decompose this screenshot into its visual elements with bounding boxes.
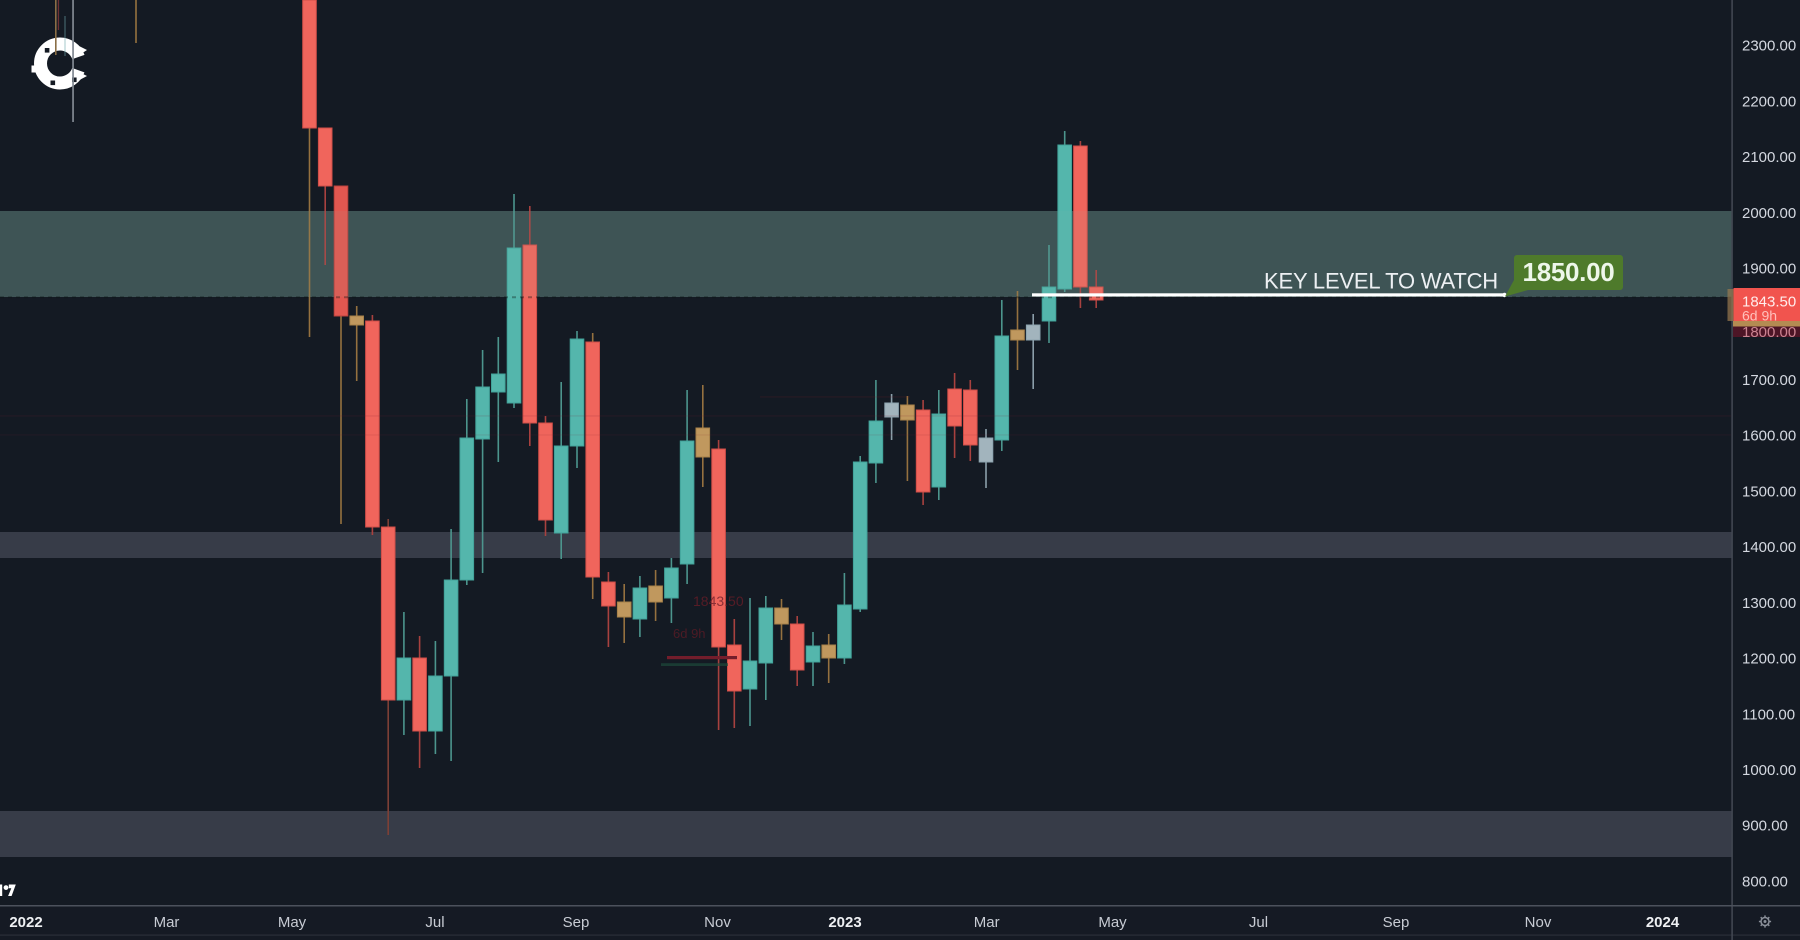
svg-text:2300.00: 2300.00	[1742, 38, 1796, 55]
svg-text:1843.50: 1843.50	[693, 593, 744, 609]
svg-text:1200.00: 1200.00	[1742, 651, 1796, 668]
svg-text:1800.00: 1800.00	[1742, 324, 1796, 341]
svg-text:1000.00: 1000.00	[1742, 762, 1796, 779]
svg-text:Nov: Nov	[704, 914, 731, 931]
svg-text:1843.50: 1843.50	[1742, 294, 1796, 311]
svg-text:2024: 2024	[1646, 914, 1680, 931]
svg-text:2000.00: 2000.00	[1742, 205, 1796, 222]
svg-text:Nov: Nov	[1525, 914, 1552, 931]
svg-text:1900.00: 1900.00	[1742, 261, 1796, 278]
svg-text:KEY LEVEL TO WATCH: KEY LEVEL TO WATCH	[1264, 269, 1498, 294]
svg-text:2200.00: 2200.00	[1742, 93, 1796, 110]
svg-text:May: May	[1098, 914, 1127, 931]
svg-text:1500.00: 1500.00	[1742, 483, 1796, 500]
svg-text:Mar: Mar	[974, 914, 1000, 931]
svg-text:Jul: Jul	[425, 914, 444, 931]
svg-text:900.00: 900.00	[1742, 818, 1788, 835]
svg-text:Jul: Jul	[1249, 914, 1268, 931]
svg-text:6d 9h: 6d 9h	[1742, 308, 1777, 324]
svg-text:1850.00: 1850.00	[1523, 257, 1615, 287]
svg-text:2100.00: 2100.00	[1742, 149, 1796, 166]
svg-text:May: May	[278, 914, 307, 931]
svg-text:1300.00: 1300.00	[1742, 595, 1796, 612]
svg-text:Mar: Mar	[154, 914, 180, 931]
svg-text:800.00: 800.00	[1742, 874, 1788, 891]
svg-text:Sep: Sep	[563, 914, 590, 931]
svg-text:Sep: Sep	[1383, 914, 1410, 931]
svg-text:2023: 2023	[828, 914, 861, 931]
svg-text:1400.00: 1400.00	[1742, 539, 1796, 556]
svg-text:1100.00: 1100.00	[1742, 706, 1795, 723]
svg-text:2022: 2022	[9, 914, 42, 931]
svg-text:1700.00: 1700.00	[1742, 372, 1796, 389]
svg-text:6d 9h: 6d 9h	[673, 626, 706, 641]
svg-text:1600.00: 1600.00	[1742, 428, 1796, 445]
